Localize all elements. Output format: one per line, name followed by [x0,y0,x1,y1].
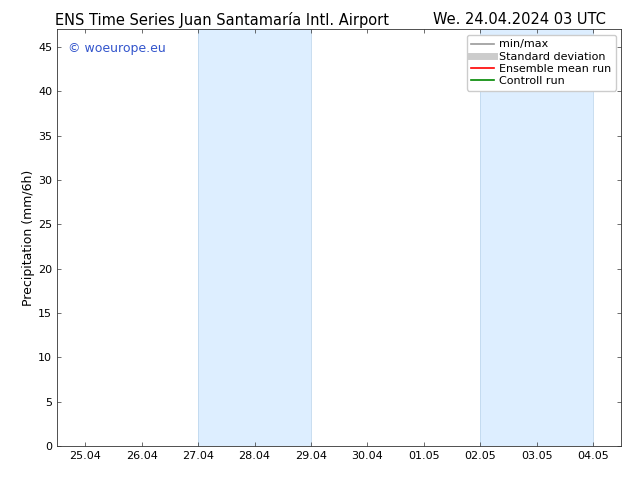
Legend: min/max, Standard deviation, Ensemble mean run, Controll run: min/max, Standard deviation, Ensemble me… [467,35,616,91]
Text: © woeurope.eu: © woeurope.eu [68,42,166,55]
Y-axis label: Precipitation (mm/6h): Precipitation (mm/6h) [22,170,36,306]
Bar [481,29,593,446]
Bar [198,29,311,446]
Text: ENS Time Series Juan Santamaría Intl. Airport: ENS Time Series Juan Santamaría Intl. Ai… [55,12,389,28]
Text: We. 24.04.2024 03 UTC: We. 24.04.2024 03 UTC [434,12,606,27]
